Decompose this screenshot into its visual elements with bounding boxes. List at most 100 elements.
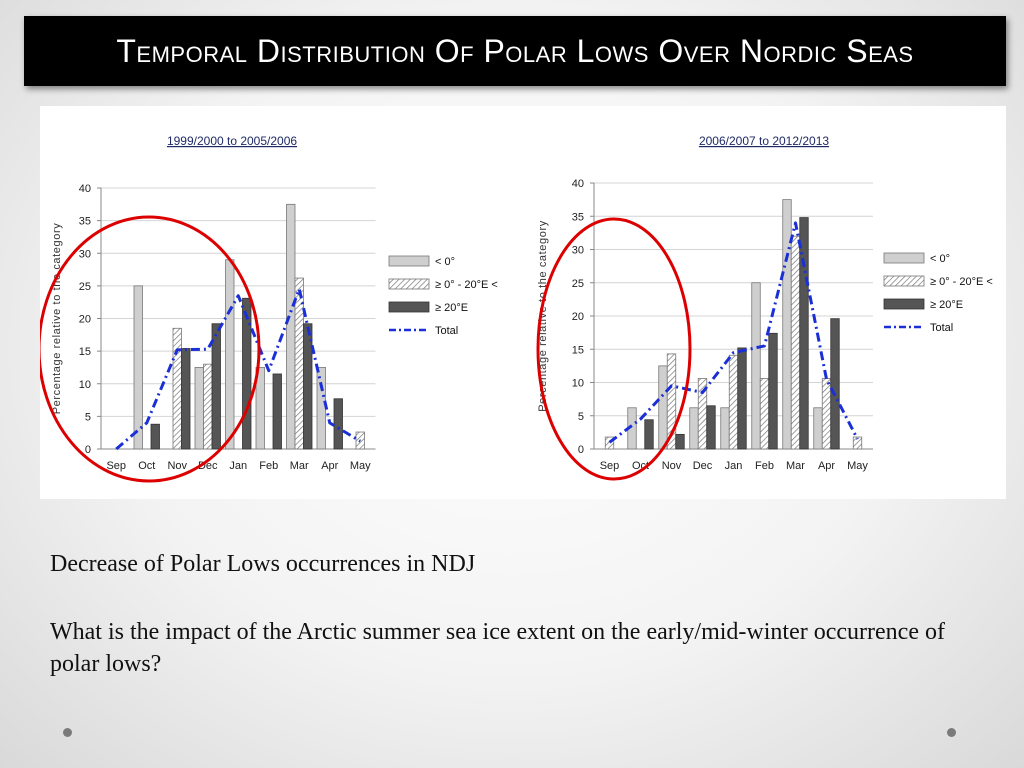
- y-tick-label: 15: [572, 344, 584, 356]
- x-tick-label: Dec: [693, 460, 713, 472]
- y-tick-label: 0: [85, 444, 91, 456]
- legend: < 0° ≥ 0° - 20°E < ≥ 20°E Total: [883, 252, 993, 334]
- legend-swatch-dark-gray: [883, 298, 925, 310]
- bar-dark-gray-jan: [242, 297, 252, 450]
- y-axis-label: Percentage relative to the category: [537, 220, 549, 412]
- bar-dark-gray-dec: [211, 323, 221, 450]
- bar-dark-gray-mar: [303, 323, 313, 450]
- x-tick-label: Apr: [818, 460, 835, 472]
- bar-dark-gray-feb: [768, 332, 778, 450]
- bar-hatched-mar: [790, 235, 801, 450]
- bar-light-gray-jan: [225, 259, 235, 450]
- bar-hatched-nov: [172, 327, 182, 450]
- bar-hatched-may: [852, 436, 863, 450]
- y-tick-label: 5: [578, 411, 584, 423]
- bar-dark-gray-mar: [799, 217, 809, 450]
- bar-light-gray-dec: [689, 407, 699, 450]
- highlight-ellipse: [40, 215, 261, 483]
- bar-light-gray-mar: [286, 203, 296, 450]
- y-tick-label: 10: [572, 378, 584, 390]
- legend-label: Total: [435, 325, 458, 337]
- x-tick-label: Oct: [138, 460, 155, 472]
- legend-swatch-light-gray: [388, 255, 430, 267]
- bar-light-gray-feb: [751, 282, 761, 450]
- legend-label: ≥ 20°E: [930, 299, 963, 311]
- x-tick-label: Nov: [662, 460, 682, 472]
- x-tick-label: Mar: [786, 460, 805, 472]
- legend: < 0° ≥ 0° - 20°E < ≥ 20°E Total: [388, 255, 498, 337]
- y-tick-label: 40: [79, 183, 91, 195]
- body-paragraph-1: Decrease of Polar Lows occurrences in ND…: [50, 551, 476, 577]
- bar-dark-gray-oct: [644, 419, 654, 450]
- y-tick-label: 5: [85, 411, 91, 423]
- bar-dark-gray-nov: [675, 433, 685, 450]
- legend-label: Total: [930, 322, 953, 334]
- bar-hatched-nov: [666, 353, 677, 450]
- bar-dark-gray-feb: [272, 373, 282, 450]
- legend-swatch-light-gray: [883, 252, 925, 264]
- bar-light-gray-mar: [782, 199, 792, 450]
- legend-label: < 0°: [435, 256, 455, 268]
- x-tick-label: Mar: [290, 460, 309, 472]
- bar-light-gray-dec: [194, 367, 204, 450]
- x-tick-label: Sep: [106, 460, 126, 472]
- legend-label: ≥ 20°E: [435, 302, 468, 314]
- legend-swatch-hatched: [883, 275, 925, 287]
- bar-hatched-sep: [604, 436, 615, 450]
- y-tick-label: 30: [79, 248, 91, 260]
- legend-swatch-dark-gray: [388, 301, 430, 313]
- x-tick-label: May: [350, 460, 371, 472]
- x-tick-label: Feb: [755, 460, 774, 472]
- legend-label: ≥ 0° - 20°E <: [435, 279, 498, 291]
- x-tick-label: Feb: [259, 460, 278, 472]
- bar-light-gray-nov: [658, 365, 668, 450]
- slide-title: Temporal Distribution Of Polar Lows Over…: [116, 32, 914, 69]
- bar-dark-gray-apr: [333, 398, 343, 450]
- y-tick-label: 25: [79, 281, 91, 293]
- bar-hatched-jan: [728, 354, 739, 450]
- y-axis-label: Percentage relative to the category: [51, 223, 63, 415]
- x-tick-label: Sep: [600, 460, 620, 472]
- y-tick-label: 10: [79, 379, 91, 391]
- title-bar: Temporal Distribution Of Polar Lows Over…: [24, 16, 1006, 86]
- y-tick-label: 30: [572, 245, 584, 257]
- chart-left: 1999/2000 to 2005/2006 Percentage relativ…: [40, 134, 498, 483]
- bar-light-gray-apr: [316, 367, 326, 450]
- y-tick-label: 40: [572, 178, 584, 190]
- footer-dot-right: [947, 728, 956, 737]
- bar-light-gray-jan: [720, 407, 730, 450]
- footer-dot-left: [63, 728, 72, 737]
- x-tick-label: May: [847, 460, 868, 472]
- y-tick-label: 0: [578, 444, 584, 456]
- x-tick-label: Jan: [725, 460, 743, 472]
- body-paragraph-2: What is the impact of the Arctic summer …: [50, 619, 945, 677]
- chart-right: 2006/2007 to 2012/2013 Percentage relativ…: [536, 134, 993, 481]
- bar-light-gray-feb: [255, 367, 265, 450]
- figure-panel: 1999/2000 to 2005/2006 Percentage relativ…: [40, 106, 1006, 499]
- bar-dark-gray-jan: [737, 347, 747, 450]
- legend-swatch-hatched: [388, 278, 430, 290]
- y-tick-label: 35: [79, 216, 91, 228]
- bar-dark-gray-nov: [181, 348, 191, 450]
- x-tick-label: Nov: [167, 460, 187, 472]
- y-tick-label: 20: [572, 311, 584, 323]
- y-tick-label: 35: [572, 211, 584, 223]
- legend-label: < 0°: [930, 253, 950, 265]
- bar-hatched-dec: [203, 363, 213, 450]
- bar-dark-gray-oct: [150, 423, 160, 450]
- y-tick-label: 15: [79, 346, 91, 358]
- y-tick-label: 25: [572, 278, 584, 290]
- x-tick-label: Apr: [321, 460, 338, 472]
- x-tick-label: Jan: [229, 460, 247, 472]
- bar-hatched-feb: [759, 378, 770, 450]
- y-tick-label: 20: [79, 314, 91, 326]
- bar-light-gray-apr: [813, 407, 823, 450]
- bar-dark-gray-apr: [830, 318, 840, 450]
- bar-hatched-apr: [821, 378, 832, 450]
- chart-title: 1999/2000 to 2005/2006: [167, 134, 297, 148]
- highlight-ellipse: [536, 217, 692, 481]
- chart-title: 2006/2007 to 2012/2013: [699, 134, 829, 148]
- bar-light-gray-oct: [133, 285, 143, 450]
- legend-label: ≥ 0° - 20°E <: [930, 276, 993, 288]
- bar-dark-gray-dec: [706, 405, 716, 450]
